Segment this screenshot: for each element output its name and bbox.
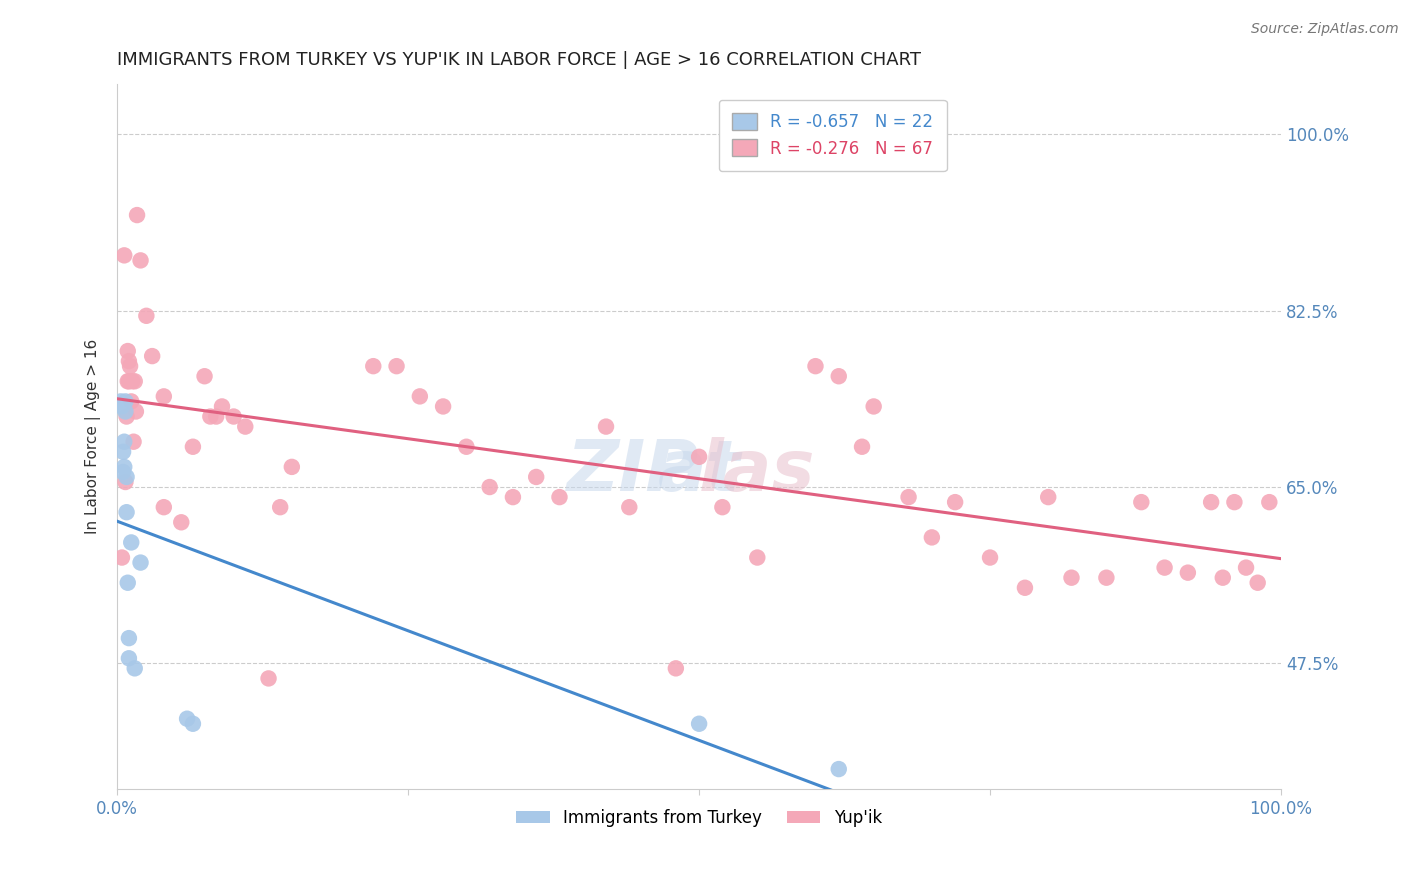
Point <box>478 480 501 494</box>
Point <box>181 716 204 731</box>
Point <box>804 359 827 373</box>
Text: Source: ZipAtlas.com: Source: ZipAtlas.com <box>1251 22 1399 37</box>
Point <box>211 400 233 414</box>
Point <box>117 344 139 359</box>
Point <box>385 359 408 373</box>
Point <box>117 374 139 388</box>
Point <box>1234 560 1257 574</box>
Point <box>176 712 198 726</box>
Point <box>200 409 222 424</box>
Point <box>747 550 769 565</box>
Point <box>153 389 176 403</box>
Point <box>862 400 884 414</box>
Point <box>688 716 710 731</box>
Point <box>129 556 152 570</box>
Point <box>193 369 215 384</box>
Point <box>851 440 873 454</box>
Point <box>921 530 943 544</box>
Point <box>619 500 641 515</box>
Point <box>114 394 136 409</box>
Point <box>1258 495 1281 509</box>
Point <box>281 459 304 474</box>
Point <box>1153 560 1175 574</box>
Legend: Immigrants from Turkey, Yup'ik: Immigrants from Turkey, Yup'ik <box>510 803 889 834</box>
Point <box>118 631 141 645</box>
Point <box>979 550 1001 565</box>
Point <box>688 450 710 464</box>
Point <box>114 404 136 418</box>
Point <box>110 394 132 409</box>
Point <box>524 470 547 484</box>
Point <box>222 409 245 424</box>
Point <box>124 661 146 675</box>
Text: IMMIGRANTS FROM TURKEY VS YUP'IK IN LABOR FORCE | AGE > 16 CORRELATION CHART: IMMIGRANTS FROM TURKEY VS YUP'IK IN LABO… <box>117 51 921 69</box>
Point <box>112 444 135 458</box>
Point <box>595 419 617 434</box>
Point <box>111 400 134 414</box>
Point <box>112 248 135 262</box>
Y-axis label: In Labor Force | Age > 16: In Labor Force | Age > 16 <box>86 339 101 534</box>
Point <box>1223 495 1246 509</box>
Point <box>121 374 143 388</box>
Point <box>115 409 138 424</box>
Point <box>125 404 148 418</box>
Point <box>1014 581 1036 595</box>
Point <box>1177 566 1199 580</box>
Point <box>115 505 138 519</box>
Point <box>409 389 432 403</box>
Point <box>118 651 141 665</box>
Point <box>114 475 136 489</box>
Point <box>118 374 141 388</box>
Point <box>1247 575 1270 590</box>
Point <box>170 516 193 530</box>
Point <box>1060 571 1083 585</box>
Point <box>432 400 454 414</box>
Text: at: at <box>658 437 741 507</box>
Point <box>502 490 524 504</box>
Point <box>115 470 138 484</box>
Point <box>181 440 204 454</box>
Point <box>120 394 142 409</box>
Point <box>124 374 146 388</box>
Point <box>233 419 256 434</box>
Point <box>153 500 176 515</box>
Point <box>269 500 291 515</box>
Text: ZIP: ZIP <box>567 437 699 507</box>
Point <box>897 490 920 504</box>
Point <box>1095 571 1118 585</box>
Point <box>1130 495 1153 509</box>
Point <box>361 359 384 373</box>
Point <box>135 309 157 323</box>
Point <box>1038 490 1060 504</box>
Point <box>257 672 280 686</box>
Point <box>112 434 135 449</box>
Point <box>665 661 688 675</box>
Point <box>548 490 571 504</box>
Point <box>129 253 152 268</box>
Point <box>112 465 135 479</box>
Point <box>122 434 145 449</box>
Point <box>120 359 142 373</box>
Point <box>117 575 139 590</box>
Point <box>943 495 966 509</box>
Point <box>125 208 148 222</box>
Point <box>828 369 851 384</box>
Point <box>120 535 142 549</box>
Point <box>205 409 228 424</box>
Point <box>711 500 734 515</box>
Text: las: las <box>699 437 815 507</box>
Point <box>1199 495 1222 509</box>
Point <box>456 440 478 454</box>
Point <box>141 349 163 363</box>
Point <box>111 550 134 565</box>
Point <box>1212 571 1234 585</box>
Point <box>118 354 141 368</box>
Point <box>828 762 851 776</box>
Point <box>112 459 135 474</box>
